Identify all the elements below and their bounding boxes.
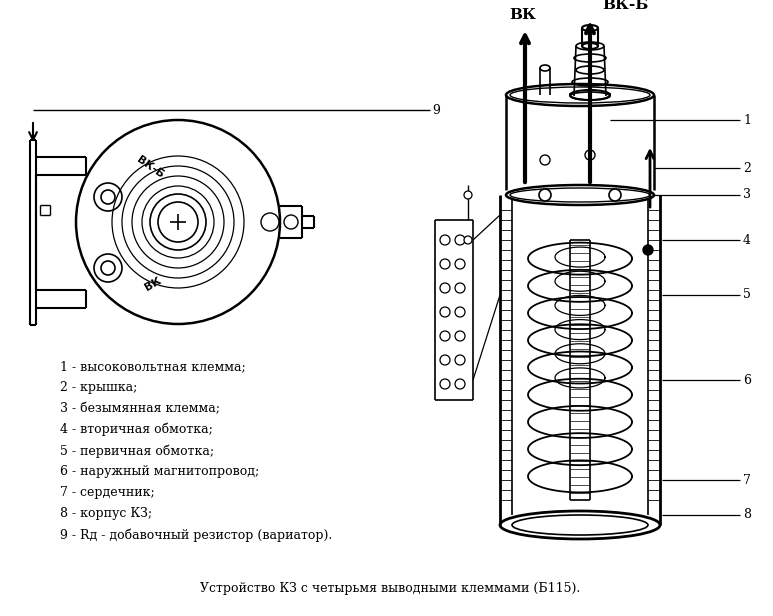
Text: ВК: ВК [509, 8, 536, 22]
Circle shape [440, 259, 450, 269]
Circle shape [440, 283, 450, 293]
Text: 6 - наружный магнитопровод;: 6 - наружный магнитопровод; [60, 465, 259, 478]
Text: 5: 5 [743, 288, 751, 301]
Text: 5 - первичная обмотка;: 5 - первичная обмотка; [60, 444, 214, 458]
Text: ВК-Б: ВК-Б [135, 154, 165, 180]
Text: 8: 8 [743, 508, 751, 522]
Text: 9: 9 [432, 103, 440, 116]
Circle shape [455, 355, 465, 365]
Circle shape [440, 355, 450, 365]
Text: ВК: ВК [143, 275, 163, 293]
Text: 3 - безымянная клемма;: 3 - безымянная клемма; [60, 402, 220, 415]
Text: 1: 1 [743, 113, 751, 126]
Circle shape [643, 245, 653, 255]
Circle shape [455, 235, 465, 245]
Circle shape [539, 189, 551, 201]
Circle shape [585, 150, 595, 160]
Circle shape [455, 307, 465, 317]
Circle shape [455, 283, 465, 293]
Circle shape [455, 259, 465, 269]
Circle shape [455, 331, 465, 341]
Text: 9 - Rд - добавочный резистор (вариатор).: 9 - Rд - добавочный резистор (вариатор). [60, 528, 332, 541]
Text: 8 - корпус КЗ;: 8 - корпус КЗ; [60, 507, 152, 520]
Circle shape [440, 235, 450, 245]
Circle shape [464, 236, 472, 244]
Text: 3: 3 [743, 188, 751, 201]
Circle shape [440, 379, 450, 389]
Text: 1 - высоковольтная клемма;: 1 - высоковольтная клемма; [60, 360, 246, 373]
Text: 4: 4 [743, 233, 751, 246]
Text: 4 - вторичная обмотка;: 4 - вторичная обмотка; [60, 423, 213, 437]
Text: 2: 2 [743, 161, 751, 174]
Circle shape [540, 155, 550, 165]
Text: 7: 7 [743, 474, 751, 487]
Text: Устройство КЗ с четырьмя выводными клеммами (Б115).: Устройство КЗ с четырьмя выводными клемм… [200, 582, 580, 595]
Text: 7 - сердечник;: 7 - сердечник; [60, 486, 155, 499]
Text: 2 - крышка;: 2 - крышка; [60, 381, 138, 394]
Circle shape [609, 189, 621, 201]
Circle shape [464, 191, 472, 199]
Text: ВК-Б: ВК-Б [602, 0, 649, 12]
Circle shape [440, 307, 450, 317]
Circle shape [440, 331, 450, 341]
Text: 6: 6 [743, 373, 751, 386]
Circle shape [455, 379, 465, 389]
